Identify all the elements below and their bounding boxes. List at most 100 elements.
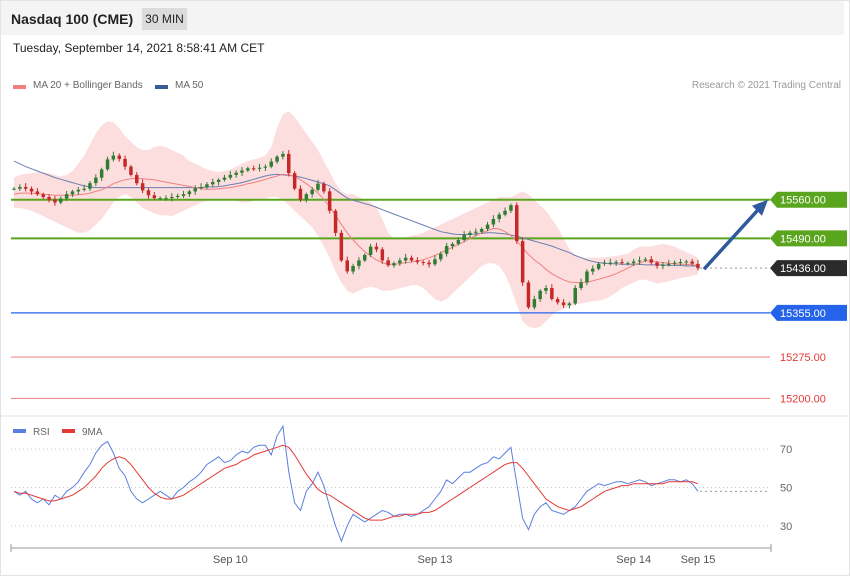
candle-body bbox=[561, 302, 566, 306]
candle-body bbox=[240, 170, 244, 173]
rsi-legend-swatch bbox=[13, 429, 26, 433]
candle-body bbox=[602, 262, 607, 264]
candle-body bbox=[140, 183, 145, 191]
candle-body bbox=[363, 254, 367, 261]
candle-body bbox=[550, 288, 554, 299]
candle-body bbox=[117, 155, 121, 159]
level-label-15200.00: 15200.00 bbox=[780, 393, 826, 405]
candle-body bbox=[374, 246, 379, 250]
candle-body bbox=[275, 156, 279, 162]
candle-body bbox=[199, 187, 203, 189]
candle-body bbox=[696, 263, 700, 269]
level-tag-15436.00 bbox=[770, 260, 847, 277]
x-tick-label: Sep 15 bbox=[681, 554, 716, 566]
candle-body bbox=[509, 205, 513, 211]
candle-body bbox=[322, 183, 326, 192]
candle-body bbox=[573, 288, 577, 304]
candle-body bbox=[211, 182, 215, 185]
candle-body bbox=[667, 263, 671, 265]
candle-body bbox=[164, 198, 168, 200]
candle-body bbox=[596, 263, 601, 269]
ma50-legend-swatch bbox=[155, 85, 168, 89]
bollinger-band bbox=[14, 111, 698, 329]
candle-body bbox=[614, 262, 618, 264]
candle-body bbox=[479, 229, 484, 232]
candle-body bbox=[327, 191, 332, 211]
rsi-series-RSI bbox=[13, 424, 699, 543]
candle-body bbox=[526, 282, 531, 308]
candle-body bbox=[152, 195, 157, 199]
candle-body bbox=[392, 263, 396, 266]
level-label-15436.00: 15436.00 bbox=[780, 263, 826, 275]
candle-body bbox=[129, 166, 133, 175]
x-tick-label: Sep 10 bbox=[213, 554, 248, 566]
candle-body bbox=[409, 257, 414, 261]
candle-body bbox=[287, 153, 291, 174]
candle-body bbox=[643, 259, 648, 261]
candle-body bbox=[181, 194, 186, 196]
candle-body bbox=[403, 257, 408, 261]
candle-body bbox=[246, 168, 250, 171]
candle-body bbox=[76, 189, 81, 192]
level-tag-15560.00 bbox=[770, 191, 847, 208]
candle-body bbox=[123, 158, 127, 167]
candle-body bbox=[64, 194, 69, 199]
candle-body bbox=[626, 263, 630, 265]
candle-body bbox=[105, 159, 110, 170]
price-chart: 15560.00 15490.00 15436.00 15355.00 15275.00… bbox=[11, 111, 847, 405]
candle-body bbox=[386, 260, 390, 266]
candle-body bbox=[35, 191, 40, 195]
rsi-tick-label-50: 50 bbox=[780, 483, 792, 495]
ma20-legend-label: MA 20 + Bollinger Bands bbox=[33, 80, 143, 91]
candle-body bbox=[251, 168, 256, 170]
candle-body bbox=[485, 224, 490, 229]
candle-body bbox=[631, 261, 636, 264]
candle-body bbox=[468, 232, 472, 235]
candle-body bbox=[357, 260, 361, 266]
candle-body bbox=[316, 183, 320, 190]
level-label-15490.00: 15490.00 bbox=[780, 233, 826, 245]
credit-text: Research © 2021 Trading Central bbox=[691, 80, 841, 91]
candle-body bbox=[41, 194, 45, 197]
candle-body bbox=[146, 190, 151, 196]
level-label-15355.00: 15355.00 bbox=[780, 308, 826, 320]
candle-body bbox=[538, 290, 542, 300]
level-tag-15490.00 bbox=[770, 230, 847, 247]
candle-body bbox=[281, 153, 285, 157]
rsi-tick-label-30: 30 bbox=[780, 521, 792, 533]
candle-body bbox=[591, 268, 595, 272]
candle-body bbox=[310, 189, 314, 195]
candle-body bbox=[82, 188, 86, 190]
candle-body bbox=[637, 260, 642, 262]
candle-body bbox=[88, 183, 92, 189]
candle-body bbox=[515, 205, 519, 242]
candle-body bbox=[263, 166, 268, 168]
candle-body bbox=[135, 174, 139, 184]
candle-body bbox=[187, 191, 192, 195]
candle-body bbox=[345, 260, 349, 272]
candle-body bbox=[99, 169, 104, 178]
timeframe-button[interactable]: 30 MIN bbox=[142, 8, 187, 30]
candle-body bbox=[579, 282, 583, 288]
candle-body bbox=[585, 271, 589, 283]
projection-arrow-shaft bbox=[702, 206, 762, 271]
candle-body bbox=[368, 246, 373, 255]
candle-body bbox=[450, 243, 455, 247]
candle-body bbox=[608, 262, 613, 264]
candle-body bbox=[503, 210, 507, 215]
ma50-legend-label: MA 50 bbox=[175, 80, 204, 91]
candle-body bbox=[427, 262, 431, 265]
candle-body bbox=[222, 177, 227, 180]
candle-body bbox=[269, 161, 273, 167]
candle-body bbox=[444, 246, 449, 254]
ma20-legend-swatch bbox=[13, 85, 26, 89]
candle-body bbox=[53, 199, 57, 203]
candle-body bbox=[649, 259, 653, 263]
candle-body bbox=[29, 188, 34, 192]
candle-body bbox=[216, 179, 221, 182]
candle-body bbox=[474, 231, 478, 233]
candle-body bbox=[567, 303, 572, 306]
candle-body bbox=[333, 210, 338, 233]
candle-body bbox=[544, 288, 548, 291]
candle-body bbox=[193, 188, 197, 192]
